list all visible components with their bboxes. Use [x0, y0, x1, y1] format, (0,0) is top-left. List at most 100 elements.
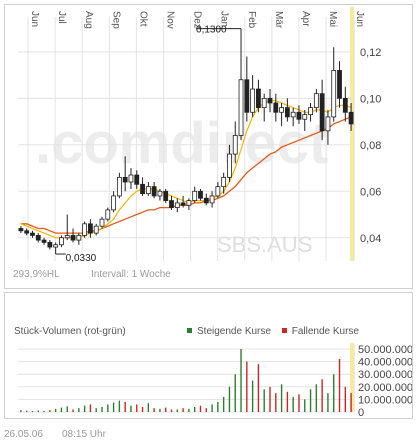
month-tick-label: Aug: [83, 11, 94, 29]
candle-body: [267, 97, 273, 104]
price-chart: .comdirect SBS.AUS Jun Jul Aug Sep Okt Nov Dez Ja…: [18, 7, 381, 264]
candle-body: [111, 195, 116, 211]
candle-body: [140, 183, 145, 195]
candle-body: [41, 239, 47, 243]
volume-current-highlight: [350, 343, 355, 412]
candle-body: [348, 111, 354, 125]
month-tick-label: Okt: [137, 11, 148, 27]
candle-body: [273, 102, 279, 113]
month-tick-label: Jun: [29, 11, 40, 27]
month-tick-label: Apr: [300, 11, 311, 27]
moving-average-long: [20, 116, 352, 234]
candle-body: [47, 242, 53, 248]
volume-y-tick-label: 50.000.000: [358, 344, 412, 356]
candle-body: [35, 235, 41, 241]
candle-body: [53, 244, 59, 248]
volume-chart: 50.000.00040.000.00030.000.00020.000.000…: [18, 343, 412, 418]
candle-body: [99, 218, 105, 227]
month-tick-label: Feb: [246, 11, 257, 29]
footer-date: 26.05.06: [4, 429, 43, 440]
candle-body: [232, 135, 238, 155]
volume-y-tick-label: 0: [358, 407, 364, 418]
candle-body: [215, 186, 221, 197]
legend-label-falling: Fallende Kurse: [291, 326, 359, 337]
candle-body: [105, 209, 111, 220]
candle-body: [290, 111, 296, 118]
candle-body: [59, 237, 64, 246]
candle-body: [186, 200, 192, 206]
candle-body: [64, 235, 70, 239]
y-tick-label: 0,10: [360, 93, 381, 105]
current-period-highlight: [350, 7, 355, 261]
month-tick-label: Jul: [56, 11, 67, 24]
candle-body: [337, 70, 342, 99]
symbol-watermark: SBS.AUS: [217, 232, 312, 257]
month-tick-label: Mai: [327, 11, 338, 27]
candle-body: [30, 232, 35, 236]
candle-body: [331, 70, 337, 118]
candle-body: [128, 174, 134, 183]
high-annotation: 0,1300: [196, 25, 227, 36]
candle-body: [302, 114, 308, 120]
month-tick-label: Dez: [192, 11, 203, 29]
month-tick-label: Jun: [354, 11, 365, 27]
candle-body: [221, 176, 227, 188]
candle-body: [116, 176, 122, 197]
candle-body: [145, 186, 151, 195]
candle-body: [157, 190, 163, 197]
candle-body: [261, 97, 267, 109]
candle-body: [18, 228, 24, 232]
volume-y-tick-label: 30.000.000: [358, 369, 412, 381]
candle-body: [192, 190, 198, 201]
candle-body: [313, 93, 319, 109]
candle-body: [174, 202, 180, 208]
candle-body: [203, 197, 209, 204]
legend-swatch-falling: [281, 328, 287, 334]
low-annotation: 0,0330: [66, 253, 97, 264]
candle-body: [325, 116, 331, 132]
volume-y-tick-label: 40.000.000: [358, 357, 412, 369]
candle-body: [122, 176, 128, 183]
volume-y-tick-label: 20.000.000: [358, 382, 412, 394]
candle-body: [198, 190, 203, 199]
candle-body: [70, 235, 76, 241]
candle-body: [308, 107, 313, 115]
legend-label-rising: Steigende Kurse: [197, 326, 271, 337]
month-tick-label: Mär: [273, 11, 284, 29]
hl-range-label: 293,9%HL: [13, 269, 60, 280]
candle-body: [134, 174, 140, 185]
candle-body: [319, 93, 325, 132]
volume-legend: Steigende Kurse Fallende Kurse: [179, 326, 359, 337]
candle-body: [244, 79, 250, 113]
volume-chart-panel: Stück-Volumen (rot-grün) Steigende Kurse…: [4, 292, 413, 419]
candle-body: [88, 223, 93, 234]
candle-body: [227, 153, 232, 178]
candle-body: [76, 235, 82, 241]
candle-body: [279, 107, 284, 113]
watermark-text: .comdirect: [35, 111, 328, 176]
y-tick-label: 0,12: [360, 47, 381, 59]
candle-body: [163, 190, 169, 201]
candle-body: [256, 88, 261, 109]
candle-body: [151, 186, 157, 197]
candle-body: [82, 223, 88, 236]
candle-body: [169, 200, 174, 208]
candle-body: [342, 97, 348, 113]
y-tick-label: 0,04: [360, 233, 381, 245]
volume-title: Stück-Volumen (rot-grün): [14, 326, 126, 337]
y-tick-label: 0,08: [360, 140, 381, 152]
candle-body: [24, 230, 30, 234]
month-tick-label: Jan: [219, 11, 230, 27]
volume-y-tick-label: 10.000.000: [358, 394, 412, 406]
candle-body: [209, 195, 215, 204]
price-chart-panel: .comdirect SBS.AUS Jun Jul Aug Sep Okt Nov Dez Ja…: [4, 4, 413, 289]
candle-body: [238, 79, 244, 136]
legend-swatch-rising: [187, 328, 192, 334]
footer-time: 08:15 Uhr: [62, 429, 106, 440]
month-tick-label: Nov: [164, 11, 175, 29]
moving-average-short: [20, 100, 352, 239]
candle-body: [250, 88, 256, 113]
candle-body: [296, 111, 302, 120]
y-tick-label: 0,06: [360, 186, 381, 198]
candle-body: [284, 107, 290, 118]
